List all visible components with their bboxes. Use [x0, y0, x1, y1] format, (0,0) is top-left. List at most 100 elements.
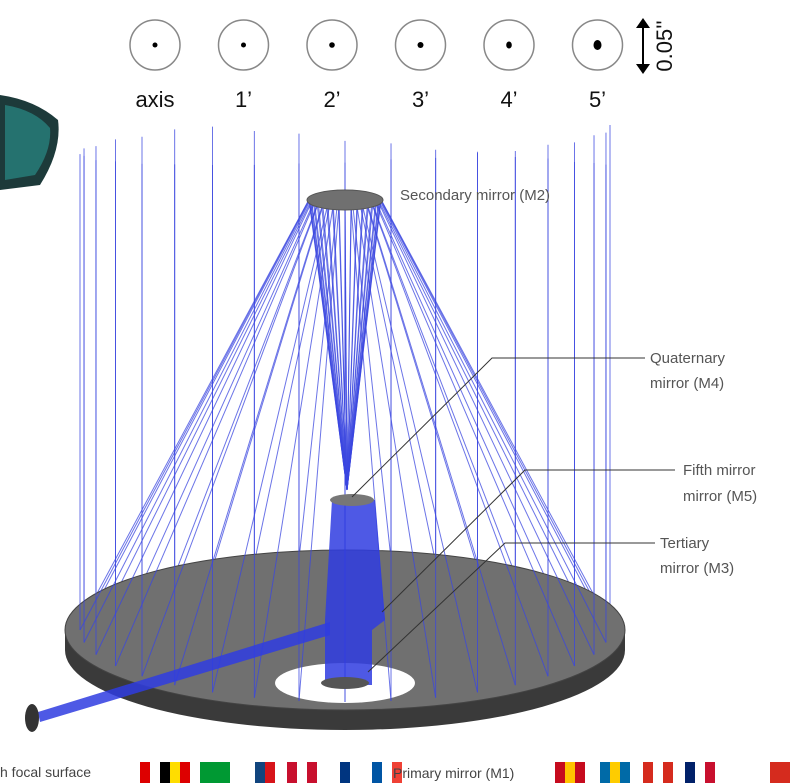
reflected-ray [367, 206, 516, 686]
flag [653, 762, 663, 783]
converging-ray [326, 192, 348, 491]
spot-label: 3’ [412, 87, 429, 112]
converging-ray [321, 193, 348, 491]
label: Quaternary [650, 350, 726, 367]
flag [760, 762, 770, 783]
flag [180, 762, 190, 783]
reflected-ray [79, 199, 310, 631]
flag [770, 762, 780, 783]
flag [620, 762, 630, 783]
flag [643, 762, 653, 783]
scale-label: 0.05'' [652, 20, 677, 71]
flag [600, 762, 610, 783]
reflected-ray [375, 195, 575, 595]
flag [350, 762, 360, 783]
spot [593, 40, 602, 50]
tertiary-mirror [321, 677, 369, 689]
spot [506, 41, 512, 49]
spot [152, 42, 158, 48]
flag [555, 762, 565, 783]
spot-diagram: axis 1’ 2’ 3’ 4’ 5’ [129, 19, 624, 112]
label: mirror (M5) [683, 488, 757, 505]
footer-label: Primary mirror (M1) [393, 765, 514, 781]
converging-ray [346, 191, 352, 491]
flag [565, 762, 575, 783]
flag [297, 762, 307, 783]
flag-row [130, 762, 790, 783]
reflected-ray [141, 205, 318, 677]
reflected-ray [380, 201, 607, 643]
flag [170, 762, 180, 783]
converging-ray [338, 191, 348, 491]
flag [245, 762, 255, 783]
reflected-ray [298, 208, 340, 701]
reflected-ray [367, 192, 516, 576]
reflected-ray [378, 202, 595, 655]
footer-label: h focal surface [0, 764, 91, 780]
label: Tertiary [660, 535, 710, 552]
flag [140, 762, 150, 783]
spot-label: axis [135, 87, 174, 112]
flag [160, 762, 170, 783]
flag [610, 762, 620, 783]
reflected-ray [141, 194, 318, 584]
spot-label: 4’ [500, 87, 517, 112]
label: mirror (M4) [650, 375, 724, 392]
reflected-ray [380, 198, 607, 618]
converging-ray [346, 194, 374, 491]
reflected-ray [83, 198, 310, 618]
reflected-ray [95, 196, 312, 606]
flag [330, 762, 340, 783]
converging-ray [313, 195, 348, 491]
flag [695, 762, 705, 783]
label: Fifth mirror [683, 462, 756, 479]
flag [663, 762, 673, 783]
reflected-ray [375, 204, 575, 667]
quaternary-mirror [330, 494, 374, 506]
reflected-ray [380, 199, 611, 631]
converging-ray [346, 191, 358, 491]
reflected-ray [212, 192, 328, 568]
reflected-ray [378, 196, 595, 606]
output-beam [38, 622, 330, 722]
reflected-ray [115, 195, 315, 595]
reflected-ray [253, 191, 334, 563]
spot-label: 2’ [323, 87, 340, 112]
spot [417, 42, 424, 48]
converging-ray [346, 193, 369, 491]
converging-ray [346, 192, 364, 491]
flag [705, 762, 715, 783]
secondary-mirror [306, 189, 384, 211]
reflected-ray [372, 205, 549, 677]
flag [287, 762, 297, 783]
focal-surface [25, 704, 39, 732]
flag [265, 762, 275, 783]
reflected-ray [350, 191, 392, 560]
flag [130, 762, 140, 783]
tertiary-beam [325, 500, 385, 685]
flag [392, 762, 402, 783]
reflected-ray [174, 206, 323, 686]
reflected-ray [298, 191, 340, 560]
converging-ray [316, 194, 348, 491]
flag [382, 762, 392, 783]
flag [220, 762, 230, 783]
spot [241, 42, 246, 48]
reflected-ray [174, 192, 323, 576]
leader-line [367, 542, 655, 673]
flag [575, 762, 585, 783]
reflected-ray [95, 202, 312, 655]
spot-label: 1’ [235, 87, 252, 112]
spot [329, 42, 335, 48]
reflected-ray [83, 201, 310, 643]
label: Secondary mirror (M2) [400, 187, 550, 204]
converging-ray [346, 198, 381, 491]
flag [340, 762, 350, 783]
flag [372, 762, 382, 783]
spot-label: 5’ [589, 87, 606, 112]
flag [210, 762, 220, 783]
flag [150, 762, 160, 783]
leader-line [381, 469, 675, 613]
